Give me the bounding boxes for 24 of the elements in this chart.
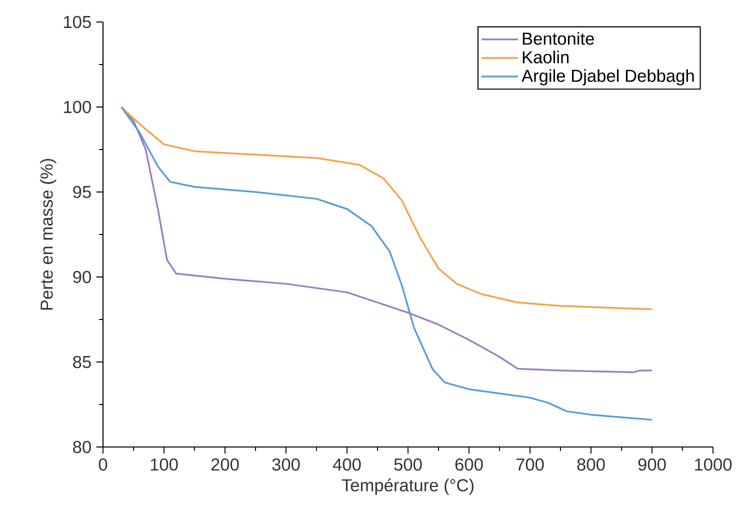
x-tick-label: 800 <box>577 458 605 471</box>
y-tick-label: 100 <box>64 100 91 114</box>
y-axis-title: Perte en masse (%) <box>40 159 56 310</box>
x-axis-title: Température (°C) <box>342 478 474 495</box>
line-series <box>120 106 653 421</box>
line-series <box>120 106 653 310</box>
x-tick-label: 600 <box>455 458 483 471</box>
y-tick-label: 80 <box>73 440 91 454</box>
x-tick-label: 200 <box>211 458 239 471</box>
x-tick-label: 100 <box>150 458 178 471</box>
y-tick-label: 105 <box>64 16 91 28</box>
legend-label: Argile Djabel Debbagh <box>522 69 694 86</box>
x-tick-label: 0 <box>98 458 108 471</box>
y-tick-label: 85 <box>73 356 91 368</box>
y-tick-label: 90 <box>73 270 91 284</box>
x-tick-label: 500 <box>394 458 422 471</box>
x-tick-label: 300 <box>272 458 300 471</box>
legend-label: Bentonite <box>522 32 594 45</box>
x-tick-label: 1000 <box>695 458 732 471</box>
x-tick-label: 700 <box>516 458 544 471</box>
x-tick-label: 900 <box>638 458 666 471</box>
legend-label: Kaolin <box>522 50 569 64</box>
y-tick-label: 95 <box>73 186 91 198</box>
x-tick-label: 400 <box>332 458 361 471</box>
